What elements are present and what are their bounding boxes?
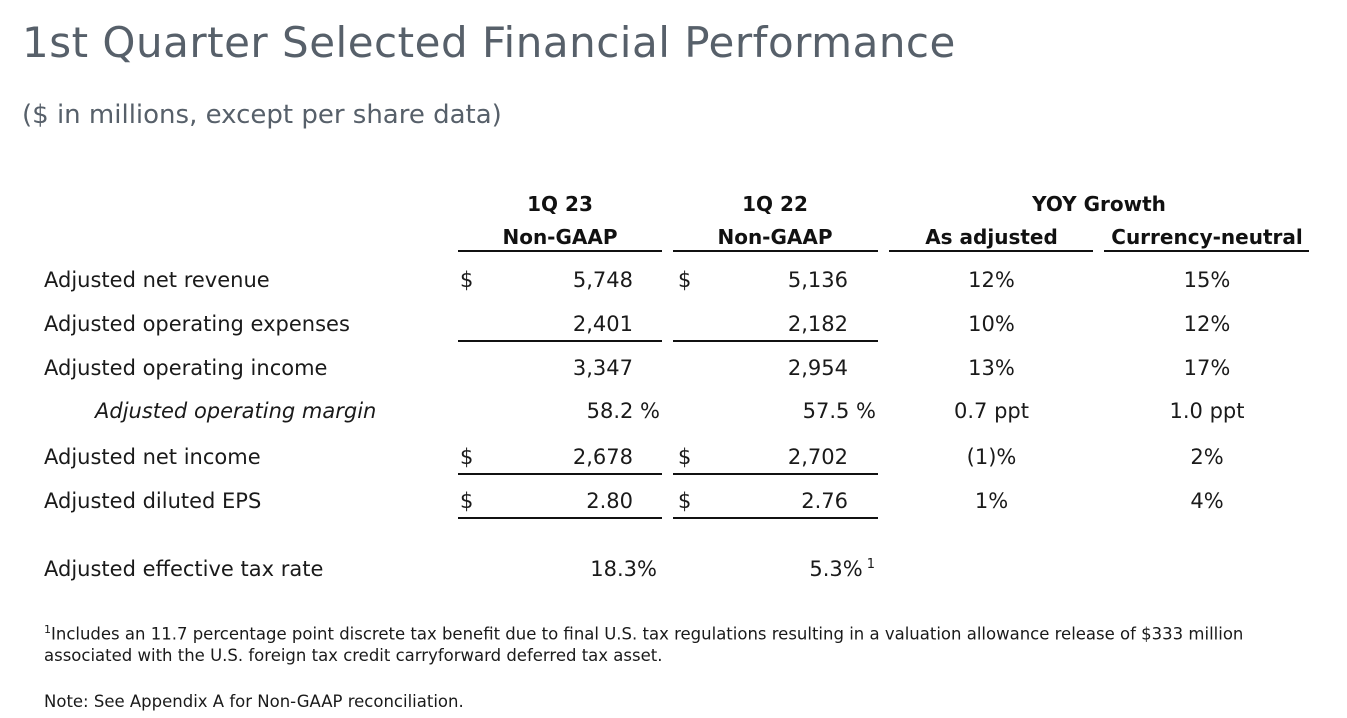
- cell-as-adjusted: 13%: [968, 356, 1015, 380]
- header-1q22-rule: [673, 250, 878, 252]
- cell-as-adjusted: 12%: [968, 268, 1015, 292]
- tax-rate-label: Adjusted effective tax rate: [44, 557, 324, 581]
- cell-1q23: 2,401: [572, 312, 633, 336]
- page-title: 1st Quarter Selected Financial Performan…: [22, 18, 956, 67]
- tax-rate-1q22: 5.3% 1: [735, 557, 875, 581]
- row-label: Adjusted net income: [44, 445, 261, 469]
- header-as-adjusted: As adjusted: [925, 225, 1058, 249]
- cell-1q22: 2,702: [787, 445, 848, 469]
- cell-currency-neutral: 4%: [1190, 489, 1224, 513]
- header-1q22-period: 1Q 22: [742, 192, 808, 216]
- cell-currency-neutral: 12%: [1183, 312, 1231, 336]
- dollar-sign: $: [678, 445, 692, 469]
- header-1q23-basis: Non-GAAP: [502, 225, 618, 249]
- cell-currency-neutral: 2%: [1190, 445, 1224, 469]
- cell-1q23: 3,347: [572, 356, 633, 380]
- dollar-sign: $: [460, 489, 474, 513]
- eps-rule-1q23: [458, 517, 662, 519]
- header-currency-neutral-rule: [1104, 250, 1309, 252]
- page-subtitle: ($ in millions, except per share data): [22, 100, 502, 130]
- row-label: Adjusted operating income: [44, 356, 328, 380]
- tax-rate-1q23: 18.3%: [590, 557, 657, 581]
- subtotal-rule-1q23: [458, 340, 662, 342]
- dollar-sign: $: [678, 268, 692, 292]
- footnote: 1Includes an 11.7 percentage point discr…: [44, 619, 1324, 666]
- header-1q23-period: 1Q 23: [527, 192, 593, 216]
- cell-currency-neutral: 17%: [1183, 356, 1231, 380]
- header-currency-neutral: Currency-neutral: [1111, 225, 1303, 249]
- cell-1q23: 2.80: [586, 489, 633, 513]
- cell-as-adjusted: 1%: [974, 489, 1009, 513]
- row-label: Adjusted operating expenses: [44, 312, 350, 336]
- header-yoy-growth: YOY Growth: [1032, 192, 1166, 216]
- cell-1q23: 2,678: [572, 445, 633, 469]
- cell-1q22: 2,954: [787, 356, 848, 380]
- cell-1q22: 5,136: [787, 268, 848, 292]
- net-income-rule-1q23: [458, 473, 662, 475]
- eps-rule-1q22: [673, 517, 878, 519]
- footnote-text: Includes an 11.7 percentage point discre…: [44, 624, 1244, 665]
- footnote-marker: 1: [866, 557, 875, 572]
- row-label: Adjusted diluted EPS: [44, 489, 262, 513]
- reconciliation-note: Note: See Appendix A for Non-GAAP reconc…: [44, 692, 464, 711]
- cell-as-adjusted: 10%: [968, 312, 1015, 336]
- cell-1q22: 2.76: [801, 489, 848, 513]
- cell-1q22: 57.5 %: [802, 399, 876, 423]
- header-1q22-basis: Non-GAAP: [717, 225, 833, 249]
- tax-rate-1q22-value: 5.3%: [809, 557, 863, 581]
- header-as-adjusted-rule: [889, 250, 1093, 252]
- dollar-sign: $: [460, 445, 474, 469]
- net-income-rule-1q22: [673, 473, 878, 475]
- subtotal-rule-1q22: [673, 340, 878, 342]
- cell-1q23: 58.2 %: [586, 399, 660, 423]
- header-1q23-rule: [458, 250, 662, 252]
- row-label: Adjusted operating margin: [95, 399, 377, 423]
- row-label: Adjusted net revenue: [44, 268, 270, 292]
- footnote-mark: 1: [44, 623, 51, 636]
- cell-currency-neutral: 1.0 ppt: [1169, 399, 1245, 423]
- cell-as-adjusted: (1)%: [966, 445, 1017, 469]
- dollar-sign: $: [460, 268, 474, 292]
- cell-1q23: 5,748: [572, 268, 633, 292]
- cell-as-adjusted: 0.7 ppt: [954, 399, 1029, 423]
- cell-1q22: 2,182: [787, 312, 848, 336]
- dollar-sign: $: [678, 489, 692, 513]
- cell-currency-neutral: 15%: [1183, 268, 1231, 292]
